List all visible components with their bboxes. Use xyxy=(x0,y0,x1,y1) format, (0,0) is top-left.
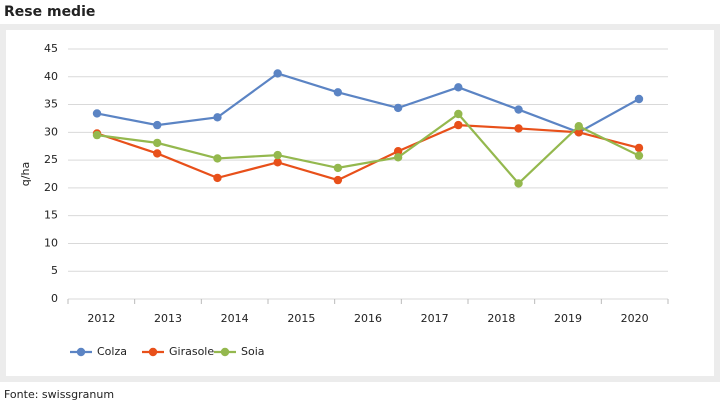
data-point xyxy=(333,88,343,97)
data-point xyxy=(92,130,102,140)
data-point xyxy=(514,124,523,133)
data-point xyxy=(454,120,463,130)
data-point xyxy=(514,179,523,188)
y-tick-label: 5 xyxy=(51,264,58,277)
y-tick-label: 25 xyxy=(44,153,58,166)
x-tick-label: 2012 xyxy=(87,312,115,325)
legend-marker xyxy=(148,347,158,357)
series-line xyxy=(96,112,640,186)
data-point xyxy=(153,138,162,148)
y-axis-label: q/ha xyxy=(19,162,32,186)
x-tick-label: 2013 xyxy=(154,312,182,325)
x-tick-label: 2018 xyxy=(487,312,515,325)
data-point xyxy=(273,150,282,160)
y-tick-label: 20 xyxy=(44,181,58,194)
legend-label: Girasole xyxy=(169,345,214,358)
data-point xyxy=(574,128,583,137)
x-tick-label: 2016 xyxy=(354,312,382,325)
x-tick-label: 2015 xyxy=(287,312,315,325)
series-line xyxy=(96,72,640,134)
legend-marker xyxy=(220,347,230,357)
data-point xyxy=(153,120,162,130)
y-tick-label: 15 xyxy=(44,209,58,222)
y-tick-label: 35 xyxy=(44,98,58,111)
data-point xyxy=(454,109,463,119)
data-point xyxy=(273,158,282,167)
series-line xyxy=(96,123,640,182)
y-tick-label: 30 xyxy=(44,125,58,138)
legend-label: Soia xyxy=(241,345,265,358)
data-point xyxy=(153,149,162,158)
data-point xyxy=(273,69,282,78)
data-point xyxy=(634,151,644,160)
data-point xyxy=(333,175,343,185)
source: Fonte: swissgranum xyxy=(4,388,114,401)
x-tick-label: 2014 xyxy=(221,312,249,325)
data-point xyxy=(333,163,343,173)
y-tick-label: 40 xyxy=(44,70,58,83)
data-point xyxy=(574,122,583,131)
data-point xyxy=(213,154,222,163)
data-point xyxy=(393,153,403,162)
legend-label: Colza xyxy=(97,345,127,358)
y-tick-label: 45 xyxy=(44,42,58,55)
x-tick-label: 2019 xyxy=(554,312,582,325)
plot-panel xyxy=(6,30,714,376)
data-point xyxy=(92,109,102,118)
data-point xyxy=(393,103,403,113)
x-tick-label: 2017 xyxy=(421,312,449,325)
legend-marker xyxy=(76,347,86,357)
x-tick-label: 2020 xyxy=(621,312,649,325)
chart-title: Rese medie xyxy=(4,4,95,20)
y-tick-label: 10 xyxy=(44,236,58,249)
data-point xyxy=(634,94,644,104)
data-point xyxy=(634,143,644,153)
data-point xyxy=(514,105,523,114)
data-point xyxy=(393,147,403,156)
data-point xyxy=(213,113,222,122)
y-tick-label: 0 xyxy=(51,292,58,305)
data-point xyxy=(454,83,463,92)
data-point xyxy=(213,173,222,183)
